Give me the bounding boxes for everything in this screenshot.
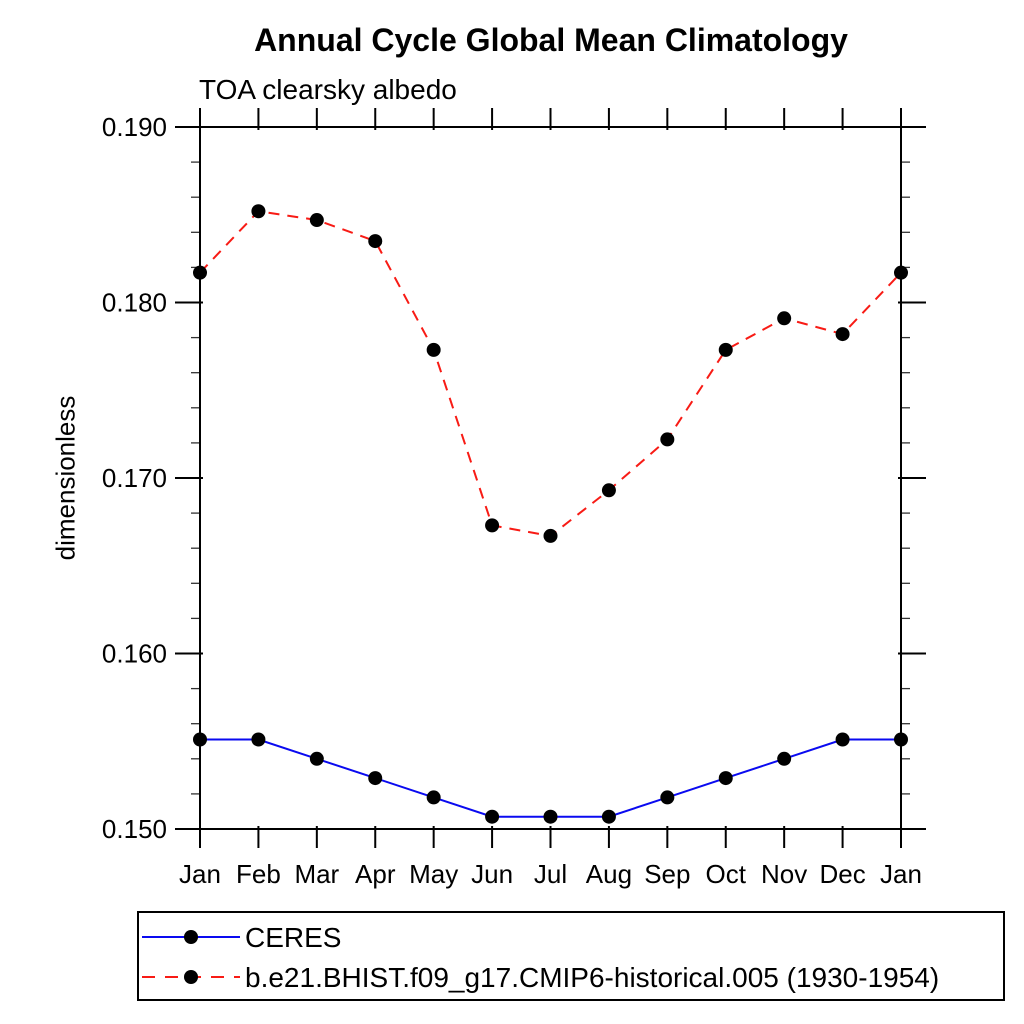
y-tick-label: 0.150: [102, 814, 167, 844]
legend-samples: [142, 930, 240, 984]
series-line-0: [200, 738, 901, 818]
y-tick-label: 0.160: [102, 639, 167, 669]
series-marker-0: [894, 732, 908, 747]
x-tick-label: Jul: [534, 859, 567, 889]
x-tick-label: Jun: [471, 859, 513, 889]
series-marker-0: [251, 732, 266, 747]
series-line-1: [199, 210, 902, 537]
series-marker-0: [660, 790, 675, 805]
x-tick-label: Mar: [294, 859, 339, 889]
series-marker-0: [368, 771, 383, 786]
x-tick-label: Dec: [819, 859, 865, 889]
x-tick-label: Jan: [880, 859, 922, 889]
series-marker-0: [835, 732, 850, 747]
series-marker-1: [660, 432, 675, 447]
series-marker-1: [193, 265, 207, 280]
series-marker-1: [835, 327, 850, 342]
legend: CERES b.e21.BHIST.f09_g17.CMIP6-historic…: [137, 911, 1005, 1001]
series-marker-0: [426, 790, 441, 805]
x-tick-label: Oct: [706, 859, 747, 889]
x-tick-label: Feb: [236, 859, 281, 889]
series-marker-1: [426, 342, 441, 357]
legend-marker-0: [184, 930, 198, 944]
series-marker-1: [485, 518, 500, 533]
chart-subtitle: TOA clearsky albedo: [199, 74, 457, 105]
series-marker-0: [485, 809, 500, 824]
series-marker-1: [251, 204, 266, 219]
series-marker-0: [543, 809, 558, 824]
legend-label-ceres: CERES: [245, 922, 342, 953]
legend-label-model: b.e21.BHIST.f09_g17.CMIP6-historical.005…: [245, 962, 940, 993]
y-tick-label: 0.190: [102, 112, 167, 142]
legend-marker-1: [184, 970, 198, 984]
y-tick-label: 0.170: [102, 463, 167, 493]
series-marker-0: [718, 771, 733, 786]
x-tick-label: Aug: [586, 859, 632, 889]
x-tick-label: Sep: [644, 859, 690, 889]
y-tick-label: 0.180: [102, 288, 167, 318]
series-marker-0: [777, 751, 792, 766]
series-marker-1: [543, 528, 558, 543]
x-tick-label: Apr: [355, 859, 396, 889]
series-marker-1: [368, 234, 383, 249]
series-marker-1: [601, 483, 616, 498]
x-tick-label: Jan: [179, 859, 221, 889]
plot-frame: [199, 126, 902, 830]
series-marker-0: [601, 809, 616, 824]
series-marker-0: [309, 751, 324, 766]
series-marker-1: [894, 265, 908, 280]
series-marker-1: [309, 213, 324, 228]
series-marker-0: [193, 732, 207, 747]
x-tick-label: Nov: [761, 859, 807, 889]
chart-title: Annual Cycle Global Mean Climatology: [254, 22, 848, 58]
x-tick-label: May: [409, 859, 458, 889]
series-marker-1: [777, 311, 792, 326]
series-marker-1: [718, 342, 733, 357]
